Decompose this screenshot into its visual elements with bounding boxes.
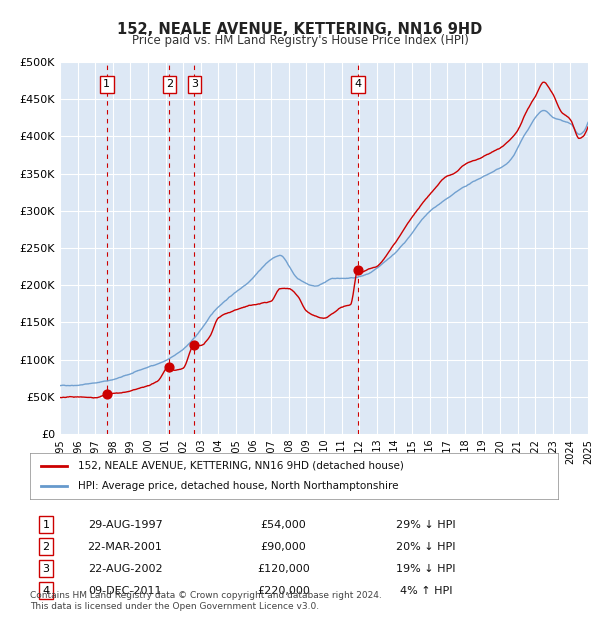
Text: 3: 3 (191, 79, 198, 89)
Text: HPI: Average price, detached house, North Northamptonshire: HPI: Average price, detached house, Nort… (77, 481, 398, 491)
Text: £90,000: £90,000 (260, 542, 307, 552)
Text: £54,000: £54,000 (260, 520, 307, 529)
Text: 22-AUG-2002: 22-AUG-2002 (88, 564, 163, 574)
Text: 09-DEC-2011: 09-DEC-2011 (88, 586, 162, 596)
Text: 19% ↓ HPI: 19% ↓ HPI (396, 564, 456, 574)
Point (190, 340, 199, 350)
Text: 2: 2 (42, 542, 49, 552)
Text: Contains HM Land Registry data © Crown copyright and database right 2024.
This d: Contains HM Land Registry data © Crown c… (30, 591, 382, 611)
Text: 152, NEALE AVENUE, KETTERING, NN16 9HD: 152, NEALE AVENUE, KETTERING, NN16 9HD (118, 22, 482, 37)
Text: 2: 2 (166, 79, 173, 89)
Text: 22-MAR-2001: 22-MAR-2001 (88, 542, 163, 552)
Point (102, 389, 112, 399)
Point (164, 362, 174, 372)
Point (353, 265, 363, 275)
Text: £120,000: £120,000 (257, 564, 310, 574)
Text: 29-AUG-1997: 29-AUG-1997 (88, 520, 163, 529)
Text: 4: 4 (355, 79, 362, 89)
Text: £220,000: £220,000 (257, 586, 310, 596)
Text: 3: 3 (43, 564, 49, 574)
Text: 4: 4 (42, 586, 49, 596)
Text: Price paid vs. HM Land Registry's House Price Index (HPI): Price paid vs. HM Land Registry's House … (131, 34, 469, 47)
Text: 152, NEALE AVENUE, KETTERING, NN16 9HD (detached house): 152, NEALE AVENUE, KETTERING, NN16 9HD (… (77, 461, 403, 471)
Text: 20% ↓ HPI: 20% ↓ HPI (396, 542, 456, 552)
Text: 1: 1 (43, 520, 49, 529)
Text: 29% ↓ HPI: 29% ↓ HPI (396, 520, 456, 529)
Text: 4% ↑ HPI: 4% ↑ HPI (400, 586, 452, 596)
Text: 1: 1 (103, 79, 110, 89)
